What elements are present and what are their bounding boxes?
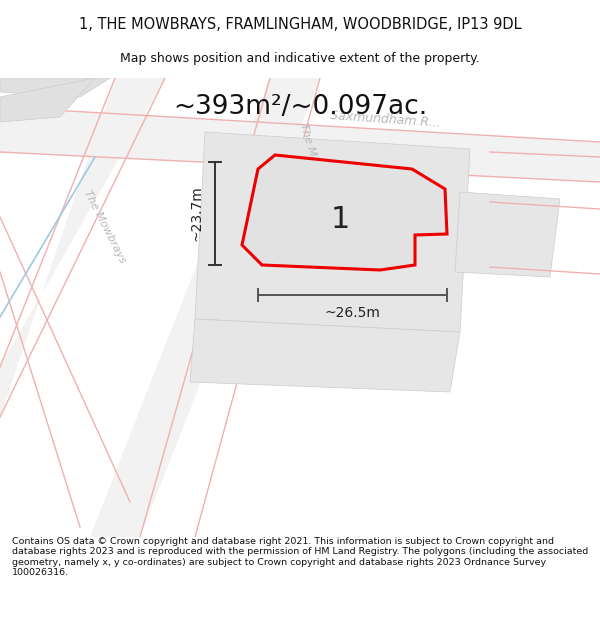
Text: ~26.5m: ~26.5m bbox=[325, 306, 380, 320]
Text: ~393m²/~0.097ac.: ~393m²/~0.097ac. bbox=[173, 94, 427, 120]
Text: Contains OS data © Crown copyright and database right 2021. This information is : Contains OS data © Crown copyright and d… bbox=[12, 537, 588, 578]
Polygon shape bbox=[0, 78, 165, 417]
Polygon shape bbox=[242, 155, 447, 270]
Polygon shape bbox=[455, 192, 560, 277]
Polygon shape bbox=[0, 107, 600, 182]
Polygon shape bbox=[0, 78, 95, 122]
Polygon shape bbox=[195, 132, 470, 332]
Text: ~23.7m: ~23.7m bbox=[190, 186, 204, 241]
Text: Map shows position and indicative extent of the property.: Map shows position and indicative extent… bbox=[120, 52, 480, 65]
Polygon shape bbox=[90, 78, 320, 537]
Text: 1: 1 bbox=[331, 205, 350, 234]
Text: The Mowbrays: The Mowbrays bbox=[82, 189, 128, 265]
Text: The Mowbrays: The Mowbrays bbox=[298, 122, 331, 202]
Text: 1, THE MOWBRAYS, FRAMLINGHAM, WOODBRIDGE, IP13 9DL: 1, THE MOWBRAYS, FRAMLINGHAM, WOODBRIDGE… bbox=[79, 18, 521, 32]
Polygon shape bbox=[190, 319, 460, 392]
Text: Saxmundham R...: Saxmundham R... bbox=[330, 109, 442, 129]
Polygon shape bbox=[0, 78, 110, 97]
